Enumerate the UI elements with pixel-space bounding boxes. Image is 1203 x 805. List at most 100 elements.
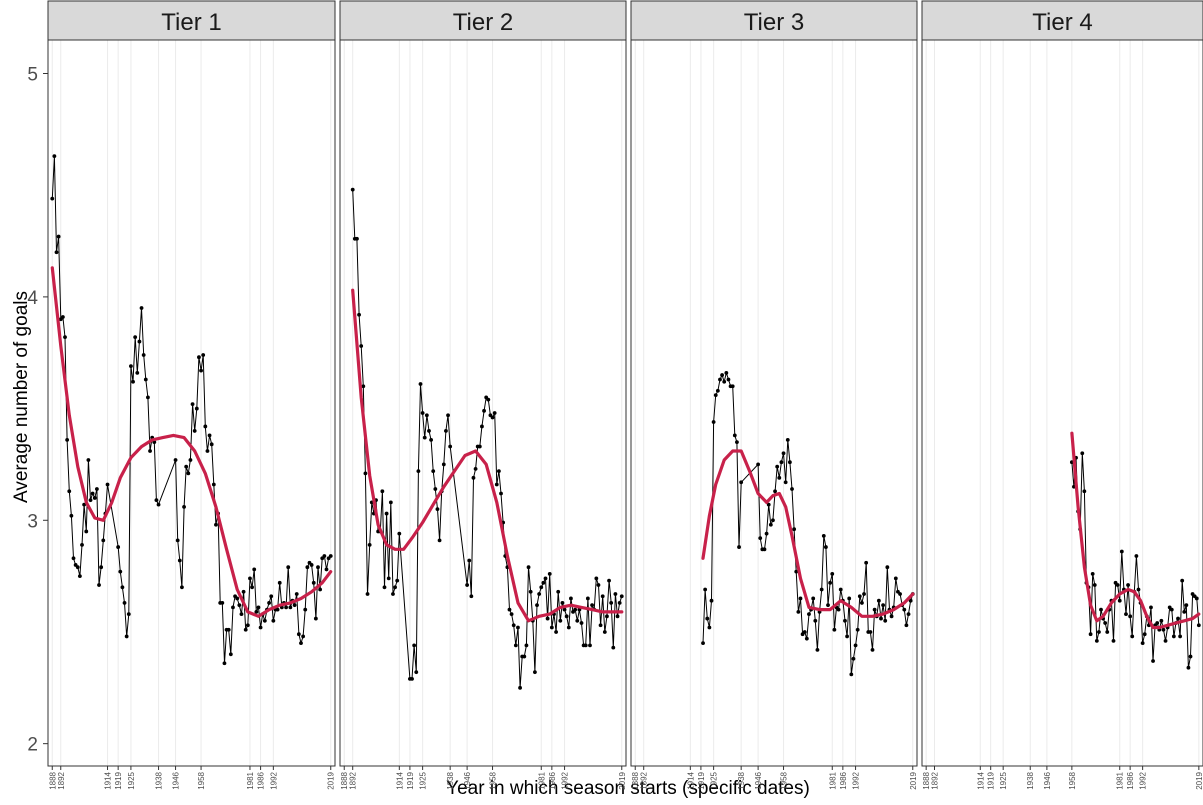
tier-3-x-tick-label: 1892: [640, 771, 649, 789]
tier-1-data-point: [92, 496, 97, 500]
y-tick-label: 2: [27, 735, 38, 756]
tier-3-data-point: [703, 587, 708, 592]
tier-1-data-point: [146, 395, 150, 400]
tier-1-data-point: [197, 355, 201, 360]
tier-2-data-point: [490, 415, 495, 420]
tier-1-data-point: [77, 574, 82, 579]
tier-1-data-point: [309, 563, 314, 567]
tier-4-data-point: [1126, 583, 1130, 587]
tier-1-data-point: [52, 154, 57, 159]
tier-1-data-point: [305, 565, 310, 570]
tier-3-data-point: [855, 627, 860, 632]
tier-1-smooth-line: [50, 266, 333, 618]
tier-1-data-point: [71, 556, 76, 561]
tier-3-data-point: [758, 536, 763, 541]
tier-3-x-tick-label: 1981: [828, 771, 837, 789]
tier-1-data-point: [205, 449, 210, 453]
tier-2-data-point: [361, 384, 366, 389]
tier-4-smooth-line: [1070, 431, 1201, 630]
tier-2-data-point: [596, 583, 601, 587]
tier-4-data-point: [1124, 612, 1128, 616]
tier-3-data-point: [777, 475, 782, 480]
tier-4-x-tick-label: 1958: [1068, 771, 1077, 789]
tier-2-data-point: [615, 614, 620, 619]
tier-4-data-point: [1180, 578, 1185, 583]
tier-1-data-point: [256, 605, 261, 610]
tier-3-data-point: [739, 480, 744, 485]
tier-2-data-point: [355, 236, 359, 241]
tier-4-data-point: [1169, 607, 1174, 612]
tier-1-data-point: [252, 567, 257, 572]
tier-3-data-point: [707, 625, 712, 630]
tier-1-data-point: [65, 437, 70, 442]
y-tick-label: 5: [27, 65, 38, 86]
tier-2-data-point: [473, 466, 478, 471]
tier-2-data-point: [526, 565, 531, 570]
tier-2-data-point: [607, 578, 611, 583]
tier-3-data-point: [807, 612, 811, 616]
tier-1-data-point: [139, 306, 144, 310]
tier-3-data-point: [879, 616, 883, 621]
tier-4-data-point: [1097, 630, 1101, 634]
tier-2-x-tick-label: 1992: [561, 771, 570, 789]
tier-2-data-point: [518, 685, 522, 690]
tier-1-data-point: [175, 538, 180, 543]
tier-1-data-point: [173, 458, 178, 462]
tier-2-data-point: [611, 645, 616, 650]
tier-3-x-tick-label: 1888: [631, 771, 640, 789]
tier-1-x-tick-label: 1925: [127, 771, 136, 789]
tier-3-data-point: [779, 460, 784, 465]
tier-3-data-point: [821, 534, 826, 538]
tier-1-data-point: [194, 406, 199, 411]
tier-2-data-point: [448, 444, 453, 449]
tier-2-data-point: [382, 585, 387, 590]
tier-1-data-point: [116, 545, 121, 549]
tier-1-data-point: [105, 482, 110, 487]
tier-1-data-point: [199, 368, 203, 373]
tier-4-data-point: [1088, 632, 1093, 637]
tier-2-data-point: [588, 643, 592, 648]
tier-4-data-point: [1142, 632, 1147, 637]
tier-1-data-point: [180, 585, 184, 590]
tier-1-data-point: [141, 353, 146, 357]
tier-4-data-point: [1119, 549, 1124, 554]
tier-3-data-point: [885, 565, 890, 570]
tier-2-data-point: [554, 630, 558, 634]
tier-2-data-point: [465, 583, 470, 587]
tier-3-data-point: [857, 594, 862, 599]
tier-3-data-point: [732, 433, 737, 438]
tier-4-x-tick-label: 1925: [999, 771, 1008, 789]
tier-1-data-point: [118, 569, 123, 574]
tier-3-data-point: [908, 598, 913, 603]
tier-3-data-point: [849, 672, 854, 677]
tier-2-data-point: [585, 596, 590, 601]
tier-3-smooth-line: [701, 449, 915, 618]
tier-4-data-point: [1099, 607, 1103, 612]
tier-2-data-point: [467, 558, 472, 563]
tier-2-data-point: [431, 469, 436, 474]
tier-2-data-point: [471, 475, 476, 480]
tier-4-x-tick-label: 1888: [922, 771, 931, 789]
tier-2-strip-label: Tier 2: [453, 9, 513, 36]
tier-3-x-tick-label: 2019: [909, 771, 918, 789]
tier-1-data-point: [99, 565, 104, 570]
tier-1-data-point: [303, 607, 308, 612]
tier-3-data-point: [771, 518, 775, 523]
tier-2-data-point: [359, 344, 364, 348]
tier-4-data-point: [1159, 618, 1164, 623]
tier-2-data-point: [524, 643, 529, 648]
tier-2-data-point: [560, 601, 565, 605]
tier-1-data-point: [275, 607, 280, 612]
tier-3-data-point: [775, 464, 780, 469]
tier-4-data-point: [1188, 654, 1193, 659]
tier-1-data-point: [137, 339, 142, 344]
tier-1-x-tick-label: 1992: [269, 771, 278, 789]
tier-1-data-point: [301, 634, 306, 639]
tier-3-data-point: [796, 609, 801, 614]
tier-1-data-point: [228, 652, 233, 657]
tier-1-data-point: [267, 601, 271, 605]
tier-1-data-point: [156, 502, 161, 507]
tier-2-x-tick-label: 1919: [406, 771, 415, 789]
tier-3-data-point: [730, 384, 735, 389]
tier-1-data-point: [286, 565, 291, 570]
